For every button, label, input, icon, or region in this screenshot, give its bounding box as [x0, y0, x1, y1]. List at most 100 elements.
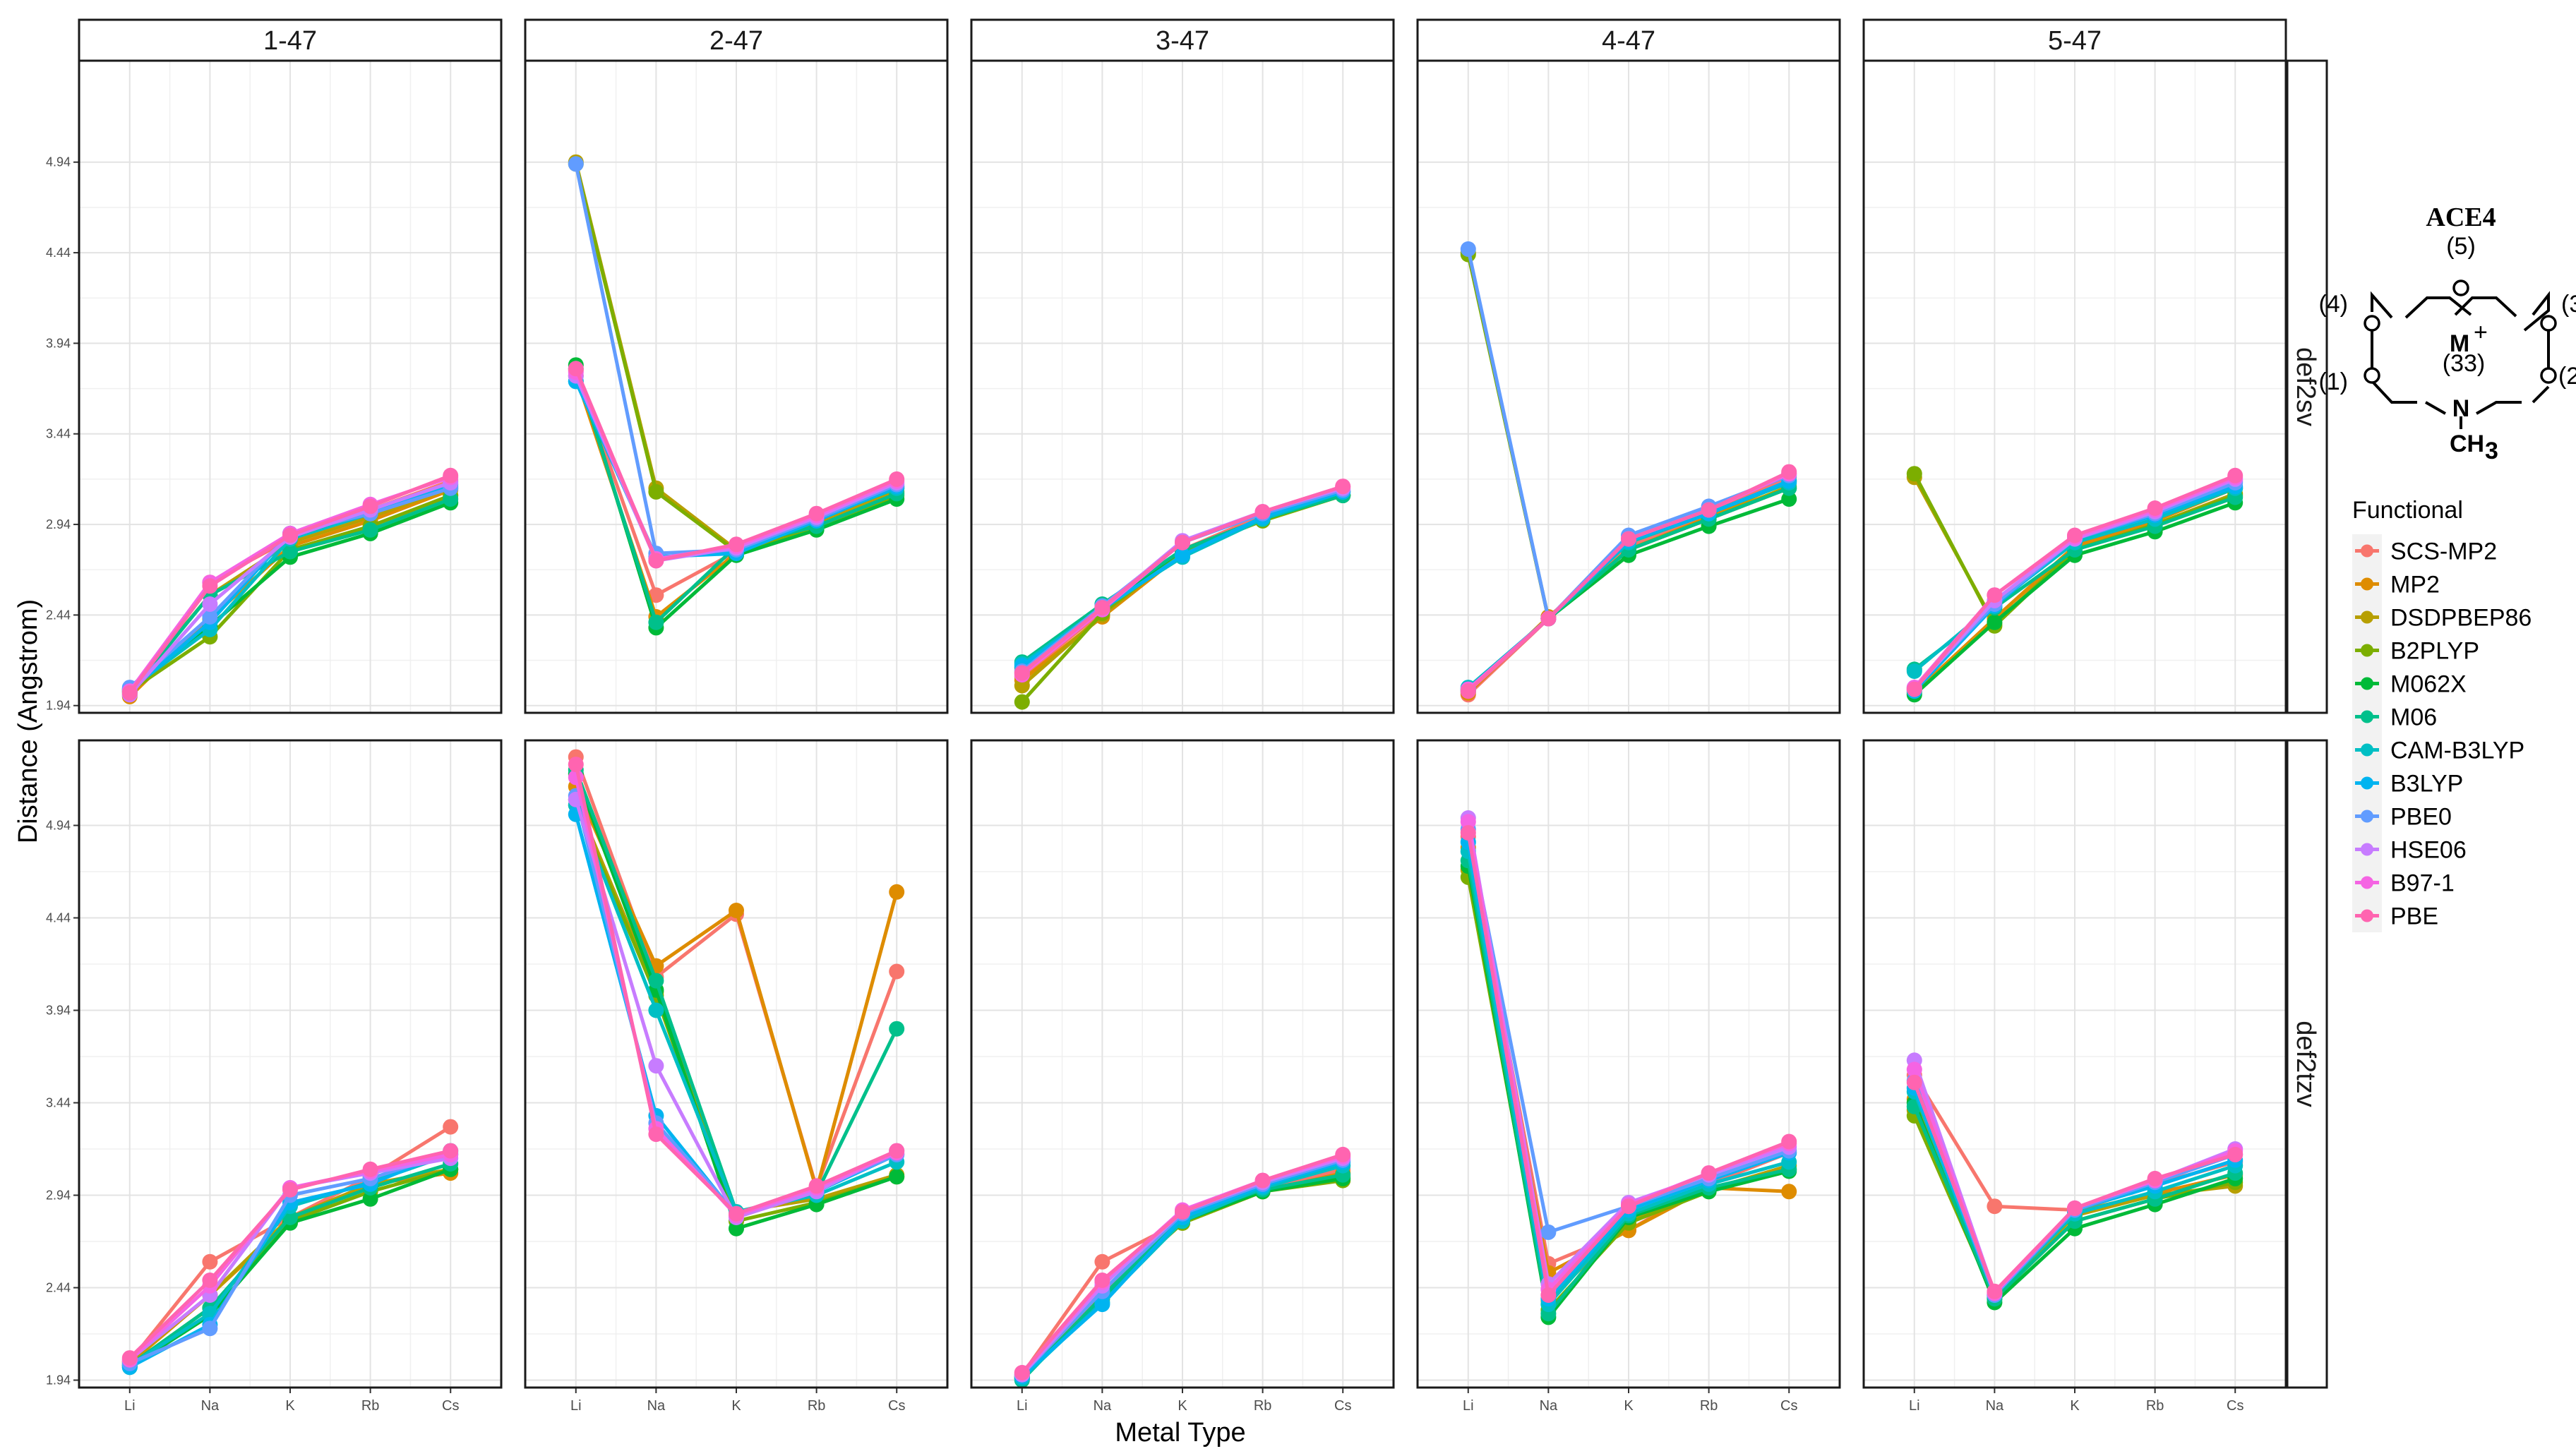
point-PBE-K: [2067, 527, 2083, 543]
methyl-group: CH: [2450, 431, 2484, 457]
legend-label-CAM-B3LYP: CAM-B3LYP: [2390, 738, 2524, 764]
panel-border: [524, 59, 949, 714]
legend: Functional SCS-MP2 MP2 DSDPBEP86 B2PLYP M062X…: [2352, 497, 2532, 932]
position-label: (3): [2561, 291, 2576, 318]
x-tick-label: Li: [124, 1398, 136, 1414]
y-tick-label: 3.94: [46, 336, 71, 350]
x-tick-label: K: [2070, 1398, 2080, 1414]
strip-label-4-47: 4-47: [1602, 26, 1655, 56]
point-PBE-Cs: [1781, 464, 1797, 480]
legend-label-M062X: M062X: [2390, 671, 2467, 698]
legend-label-B2PLYP: B2PLYP: [2390, 638, 2479, 665]
position-label: (2): [2558, 363, 2576, 390]
x-tick-label: Na: [647, 1398, 666, 1414]
x-tick-label: Cs: [888, 1398, 905, 1414]
y-tick-label: 1.94: [46, 699, 71, 713]
point-M06-K: [282, 543, 298, 560]
point-CAM-B3LYP-Na: [648, 1002, 664, 1018]
x-tick-label: Cs: [442, 1398, 459, 1414]
point-M06-Cs: [443, 491, 459, 507]
point-PBE-Cs: [1335, 479, 1351, 495]
point-PBE-Li: [121, 685, 138, 701]
legend-key-point-B2PLYP: [2361, 644, 2373, 657]
molecule-bond: [2404, 296, 2472, 319]
y-axis-title: Distance (Angstrom): [13, 599, 43, 843]
point-PBE-Na: [1987, 587, 2003, 603]
point-PBE-Cs: [443, 467, 459, 483]
y-tick-label: 4.94: [46, 819, 71, 833]
legend-label-PBE: PBE: [2390, 903, 2438, 930]
point-PBE-Cs: [1781, 1133, 1797, 1150]
panel-4-47-def2sv: [1416, 59, 1841, 714]
molecule-title: ACE4: [2426, 203, 2496, 232]
y-tick-label: 4.94: [46, 155, 71, 169]
legend-label-HSE06: HSE06: [2390, 837, 2467, 864]
panel-border: [1862, 739, 2287, 1389]
facet-panels: 1-47 2-47 3-47 4-47 5-47 def2sv def2tzv 1.94 2.4…: [46, 18, 2328, 1414]
legend-key-point-CAM-B3LYP: [2361, 743, 2373, 757]
panel-5-47-def2sv: [1862, 59, 2287, 714]
x-tick-label: Rb: [808, 1398, 826, 1414]
point-PBE-Rb: [2147, 1170, 2163, 1186]
point-PBE-Cs: [2227, 467, 2243, 483]
legend-title: Functional: [2352, 497, 2463, 524]
point-M062X-Cs: [889, 1169, 905, 1185]
position-label: (5): [2446, 233, 2476, 260]
panel-border: [78, 59, 503, 714]
point-PBE0-Na: [1540, 1224, 1557, 1240]
point-PBE-Na: [1540, 1287, 1557, 1303]
point-M062X-Na: [1987, 614, 2003, 630]
legend-key-point-PBE: [2361, 909, 2373, 922]
nitrogen-atom: N: [2452, 395, 2470, 422]
row-strip-def2sv: [2286, 59, 2328, 714]
strip-label-3-47: 3-47: [1156, 26, 1209, 56]
legend-key-point-PBE0: [2361, 810, 2373, 823]
molecule-bond: [2476, 401, 2522, 415]
x-tick-label: Rb: [1254, 1398, 1272, 1414]
y-tick-label: 1.94: [46, 1373, 71, 1388]
x-tick-label: Rb: [361, 1398, 380, 1414]
point-PBE-Rb: [2147, 500, 2163, 516]
point-PBE-Li: [1460, 683, 1476, 699]
panel-border: [970, 59, 1395, 714]
point-SCS-MP2-Na: [648, 587, 664, 603]
metal-ion: M: [2450, 330, 2469, 357]
point-PBE-K: [1621, 531, 1636, 547]
panel-1-47-def2sv: 1.94 2.44 2.94 3.44 3.94 4.44 4.94: [46, 59, 503, 714]
point-PBE-Li: [1906, 681, 1922, 697]
point-SCS-MP2-Na: [1094, 1253, 1110, 1270]
panel-3-47-def2tzv: Li Na K Rb Cs: [970, 739, 1395, 1414]
point-PBE-K: [729, 1205, 744, 1222]
legend-label-DSDPBEP86: DSDPBEP86: [2390, 605, 2532, 632]
point-B2PLYP-Li: [1014, 694, 1030, 710]
point-B3LYP-K: [1175, 547, 1190, 563]
x-tick-label: Li: [1909, 1398, 1920, 1414]
point-PBE-Li: [1014, 665, 1030, 681]
row-label-def2tzv: def2tzv: [2291, 1021, 2320, 1107]
x-tick-label: K: [285, 1398, 295, 1414]
y-tick-label: 2.94: [46, 1189, 71, 1203]
point-PBE-K: [1175, 1204, 1190, 1220]
point-PBE-Cs: [889, 1143, 905, 1159]
point-HSE06-Na: [648, 1058, 664, 1074]
ace4-structure: ACE4(5) (4) (3) (1) (2) (33)M+ N CH3: [2318, 203, 2576, 464]
panel-1-47-def2tzv: 1.94 2.44 2.94 3.44 3.94 4.44 4.94 Li Na K Rb Cs: [46, 739, 503, 1414]
strip-label-2-47: 2-47: [709, 26, 763, 56]
legend-label-M06: M06: [2390, 704, 2437, 731]
molecule-bond: [2371, 380, 2417, 404]
oxygen-atom: [2364, 367, 2380, 384]
point-PBE-Na: [202, 1273, 218, 1288]
point-B97-1-Li: [1460, 814, 1476, 830]
point-PBE-Na: [648, 553, 664, 569]
x-tick-label: Na: [1986, 1398, 2004, 1414]
y-tick-label: 3.94: [46, 1004, 71, 1018]
point-M06-Rb: [362, 522, 378, 538]
legend-label-PBE0: PBE0: [2390, 804, 2452, 831]
oxygen-atom: [2364, 315, 2380, 332]
point-MP2-K: [729, 903, 744, 918]
point-SCS-MP2-Na: [1987, 1198, 2003, 1215]
oxygen-atom: [2540, 315, 2557, 332]
point-PBE-Rb: [362, 1161, 378, 1177]
legend-key-point-DSDPBEP86: [2361, 610, 2373, 624]
